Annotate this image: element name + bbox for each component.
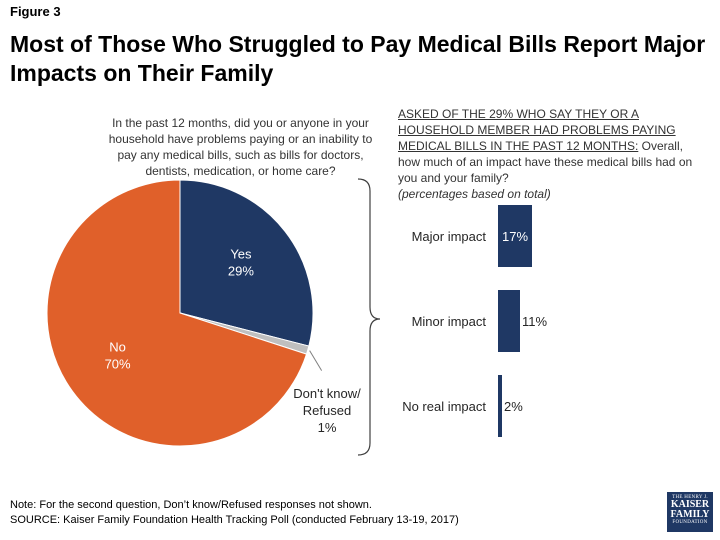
note-text: Note: For the second question, Don’t kno… xyxy=(10,499,372,511)
chart-title: Most of Those Who Struggled to Pay Medic… xyxy=(10,31,706,86)
bar-no-real-impact xyxy=(498,375,502,437)
pie-leader-line xyxy=(309,350,323,371)
source-text: SOURCE: Kaiser Family Foundation Health … xyxy=(10,514,459,526)
logo-line-2: KAISER xyxy=(670,499,710,510)
bar-chart: Major impact 17% Minor impact 11% No real im… xyxy=(402,205,547,437)
bar-value-no-real-impact: 2% xyxy=(504,399,523,414)
pie-label-dont-know: Don't know/Refused 1% xyxy=(293,386,361,435)
figure-label: Figure 3 xyxy=(10,4,61,19)
bar-value-major-impact: 17% xyxy=(502,229,528,244)
logo-line-1: THE HENRY J. xyxy=(672,495,708,500)
bar-question-text: Overall, how much of an impact have thes… xyxy=(398,139,693,185)
bar-question: ASKED OF THE 29% WHO SAY THEY OR A HOUSE… xyxy=(398,106,708,202)
pie-label-no: No 70% xyxy=(105,339,131,371)
bar-category-no-real-impact: No real impact xyxy=(402,399,486,414)
bar-value-minor-impact: 11% xyxy=(522,314,547,329)
bar-category-minor-impact: Minor impact xyxy=(412,314,487,329)
pie-label-yes: Yes 29% xyxy=(228,247,254,279)
pie-question: In the past 12 months, did you or anyone… xyxy=(108,116,373,178)
bar-question-note: (percentages based on total) xyxy=(398,187,551,201)
bar-major-impact xyxy=(498,205,532,267)
footnote: Note: For the second question, Don’t kno… xyxy=(10,498,459,528)
pie-chart: Yes 29% No 70% Don't know/Refused 1% xyxy=(46,179,361,447)
pie-slice-yes xyxy=(179,179,314,347)
kff-logo: THE HENRY J. KAISER FAMILY FOUNDATION xyxy=(667,492,713,532)
bar-minor-impact xyxy=(498,290,520,352)
bar-category-major-impact: Major impact xyxy=(412,229,487,244)
bar-question-qualifier: ASKED OF THE 29% WHO SAY THEY OR A HOUSE… xyxy=(398,107,676,153)
logo-line-3: FAMILY xyxy=(670,509,710,520)
bracket xyxy=(357,178,381,456)
logo-line-4: FOUNDATION xyxy=(672,520,708,525)
pie-slice-no xyxy=(46,179,308,447)
